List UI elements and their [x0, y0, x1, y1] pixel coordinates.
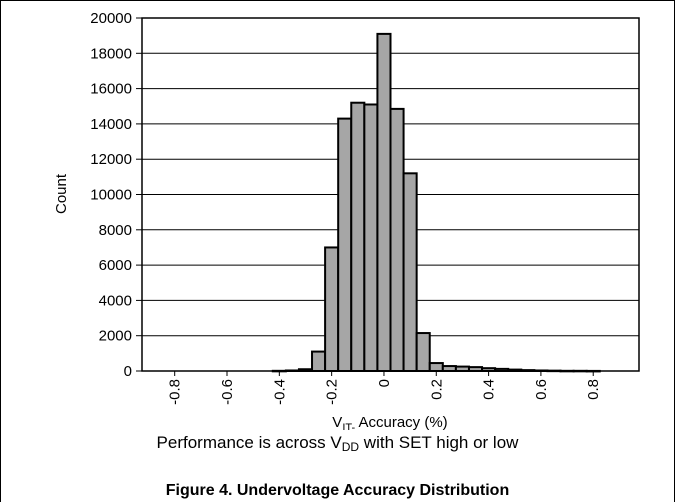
y-tick-label: 18000: [90, 45, 132, 62]
y-tick-label: 16000: [90, 81, 132, 98]
y-axis-ticks: 0 2000 4000 6000 8000 10000 12000 14000 16000 180…: [90, 10, 142, 380]
note-prefix: Performance is across V: [156, 433, 342, 452]
histogram-bar: [324, 246, 340, 372]
histogram-bar: [311, 350, 327, 372]
x-axis-label: VIT- Accuracy (%): [332, 414, 447, 430]
x-tick-label: -0.8: [167, 379, 184, 405]
frame-left-border: [0, 0, 1, 502]
x-axis-label-sub: IT-: [342, 422, 355, 430]
figure-caption: Figure 4. Undervoltage Accuracy Distribu…: [165, 482, 510, 499]
y-tick-label: 20000: [90, 10, 132, 27]
histogram-bar: [402, 172, 418, 372]
y-tick-label: 0: [124, 363, 132, 380]
x-tick-label: 0.8: [585, 379, 602, 400]
y-tick-label: 6000: [99, 257, 132, 274]
histogram-bar: [363, 103, 379, 373]
x-tick-label: -0.2: [324, 379, 341, 405]
y-axis-label: Count: [53, 173, 70, 214]
histogram-chart: 0 2000 4000 6000 8000 10000 12000 14000 16000 180…: [53, 10, 640, 430]
y-tick-label: 14000: [90, 116, 132, 133]
histogram-bar: [337, 117, 353, 373]
y-tick-label: 10000: [90, 187, 132, 204]
histogram-bar: [428, 362, 444, 372]
y-tick-label: 12000: [90, 151, 132, 168]
note-subscript: DD: [341, 440, 360, 454]
x-tick-label: -0.4: [271, 379, 288, 405]
x-tick-label: 0.2: [428, 379, 445, 400]
histogram-bar: [350, 101, 366, 372]
x-tick-label: 0.6: [533, 379, 550, 400]
note-suffix: with SET high or low: [359, 433, 519, 452]
x-axis-ticks: -0.8 -0.6 -0.4 -0.2 0 0.2 0.4 0.6 0.8: [167, 371, 602, 405]
y-tick-label: 4000: [99, 292, 132, 309]
histogram-bar: [389, 107, 405, 373]
y-tick-label: 8000: [99, 222, 132, 239]
x-axis-label-main: V: [332, 414, 342, 430]
performance-note: Performance is across VDD with SET high …: [0, 433, 675, 453]
histogram-bar: [376, 32, 392, 372]
histogram-bar: [415, 332, 431, 372]
x-tick-label: 0: [376, 379, 393, 387]
x-tick-label: 0.4: [481, 379, 498, 400]
x-tick-label: -0.6: [219, 379, 236, 405]
x-axis-label-rest: Accuracy (%): [355, 414, 448, 430]
frame-top-border: [0, 0, 675, 1]
histogram-bars: [271, 32, 601, 373]
y-tick-label: 2000: [99, 328, 132, 345]
